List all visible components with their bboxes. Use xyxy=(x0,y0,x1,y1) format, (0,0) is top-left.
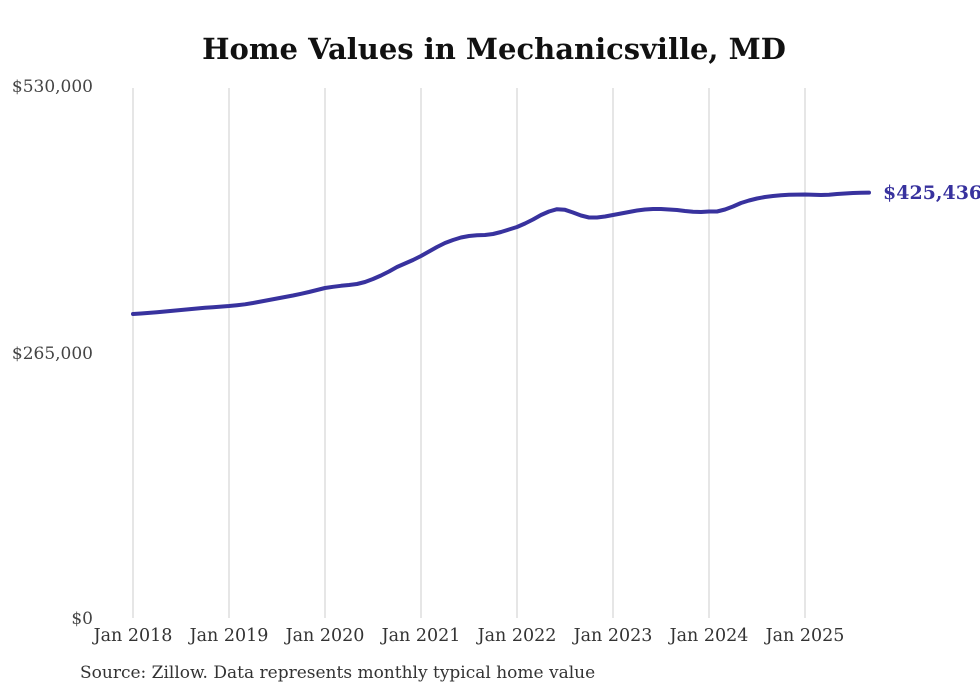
gridlines xyxy=(132,88,806,618)
chart-title: Home Values in Mechanicsville, MD xyxy=(202,32,786,66)
source-note: Source: Zillow. Data represents monthly … xyxy=(80,663,595,683)
y-axis-label-530000: $530,000 xyxy=(12,77,93,97)
y-axis-label-0: $0 xyxy=(71,609,93,629)
x-axis-label: Jan 2020 xyxy=(284,626,365,646)
y-axis-label-265000: $265,000 xyxy=(12,344,93,364)
x-axis-label: Jan 2024 xyxy=(668,626,749,646)
x-axis-label: Jan 2018 xyxy=(92,626,173,646)
x-axis-labels: Jan 2018 Jan 2019 Jan 2020 Jan 2021 Jan 2022… xyxy=(92,626,845,646)
current-value-label: $425,436 xyxy=(883,182,980,204)
x-axis-label: Jan 2021 xyxy=(380,626,461,646)
x-axis-label: Jan 2019 xyxy=(188,626,269,646)
x-axis-label: Jan 2025 xyxy=(764,626,845,646)
home-value-line-series xyxy=(131,190,871,316)
x-axis-label: Jan 2023 xyxy=(572,626,653,646)
x-axis-label: Jan 2022 xyxy=(476,626,557,646)
